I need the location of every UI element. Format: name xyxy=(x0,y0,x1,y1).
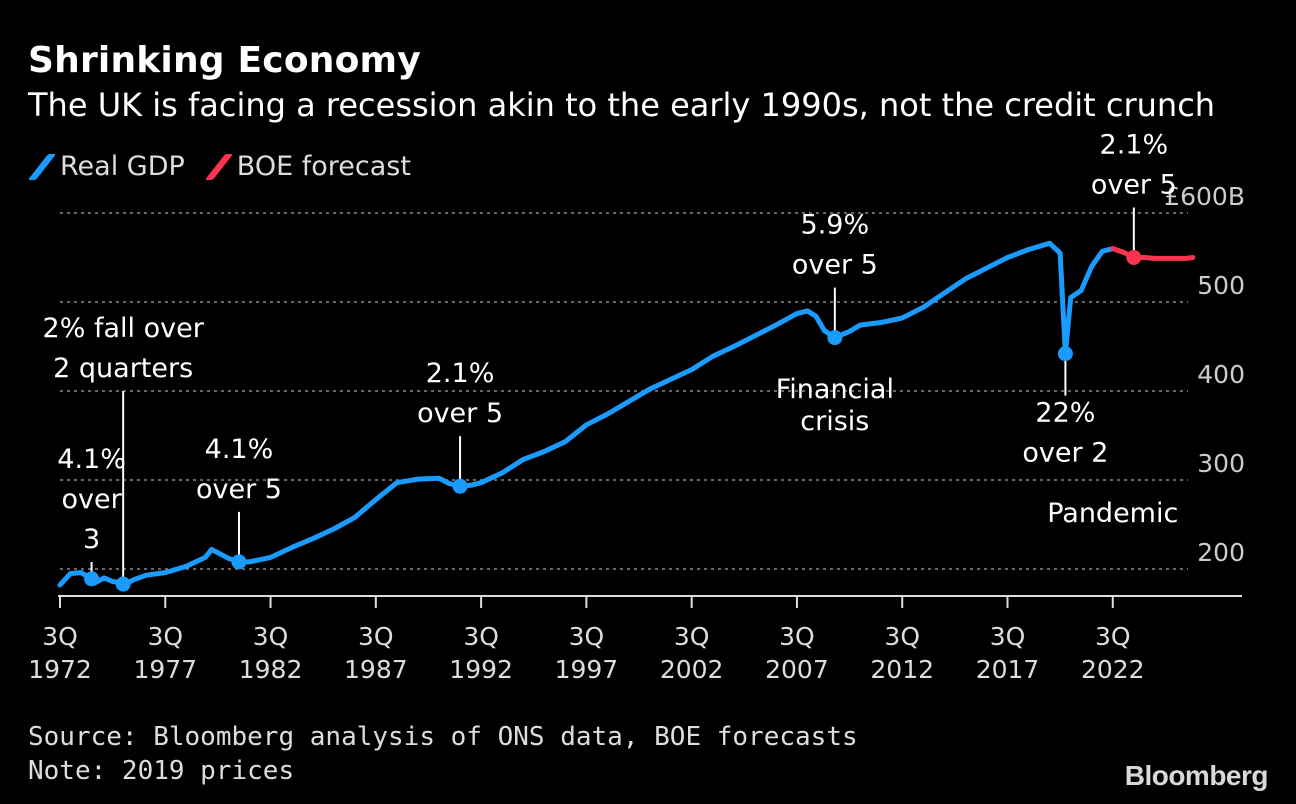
prices-note: Note: 2019 prices xyxy=(28,756,295,786)
x-tick-label: 1997 xyxy=(555,655,619,684)
marker-label: 2.1% xyxy=(426,358,495,389)
x-tick-label: 2012 xyxy=(870,655,934,684)
marker-label: over 5 xyxy=(417,398,503,429)
marker-label: over 5 xyxy=(1091,170,1177,201)
y-tick-label: 400 xyxy=(1197,360,1245,389)
x-tick-label: 3Q xyxy=(779,622,815,651)
x-tick-label: 3Q xyxy=(1095,622,1131,651)
marker-dot xyxy=(231,554,247,570)
x-tick-label: 3Q xyxy=(569,622,605,651)
marker-label: 3 xyxy=(83,524,100,555)
marker-label: 4.1% xyxy=(205,434,274,465)
marker-dot xyxy=(827,330,843,346)
series-line-boe-forecast xyxy=(1110,246,1196,261)
legend: Real GDP BOE forecast xyxy=(27,151,433,182)
marker-dot xyxy=(1057,346,1073,362)
x-tick-label: 1982 xyxy=(239,655,303,684)
y-tick-label: 200 xyxy=(1197,538,1245,567)
x-tick-label: 3Q xyxy=(884,622,920,651)
bloomberg-logo: Bloomberg xyxy=(1124,760,1269,791)
marker-label: over xyxy=(61,484,122,515)
marker-label: over 5 xyxy=(792,250,878,281)
annotation-text: crisis xyxy=(800,406,869,437)
x-tick-label: 2017 xyxy=(976,655,1040,684)
legend-item-boe-forecast: BOE forecast xyxy=(204,151,411,182)
x-tick-label: 3Q xyxy=(463,622,499,651)
marker-label: 5.9% xyxy=(801,210,870,241)
x-tick-label: 3Q xyxy=(674,622,710,651)
marker-label: 4.1% xyxy=(57,444,126,475)
chart-title: Shrinking Economy xyxy=(28,40,421,81)
x-tick-label: 2022 xyxy=(1081,655,1145,684)
x-tick-label: 3Q xyxy=(990,622,1026,651)
marker-label: over 2 xyxy=(1022,438,1108,469)
series-line-real-gdp xyxy=(57,240,1116,588)
legend-label-real-gdp: Real GDP xyxy=(60,151,185,182)
x-tick-label: 2002 xyxy=(660,655,724,684)
x-tick-label: 3Q xyxy=(358,622,394,651)
marker-label: 2.1% xyxy=(1100,130,1169,161)
x-tick-label: 1977 xyxy=(133,655,197,684)
event-markers: 4.1% over 3 2% fall over 2 quarters 4.1% over … xyxy=(43,130,1177,592)
x-tick-label: 3Q xyxy=(147,622,183,651)
marker-label: 2 quarters xyxy=(53,353,193,384)
x-axis: 3Q 1972 3Q 1977 3Q 1982 3Q 1987 3Q 1992 3Q 1997 3Q 20… xyxy=(28,595,1242,684)
series-lines xyxy=(57,240,1196,588)
y-tick-label: 500 xyxy=(1197,271,1245,300)
chart-subtitle: The UK is facing a recession akin to the… xyxy=(28,86,1216,124)
marker-dot xyxy=(84,571,100,587)
source-note: Source: Bloomberg analysis of ONS data, … xyxy=(28,722,858,752)
marker-dot xyxy=(452,478,468,494)
legend-item-real-gdp: Real GDP xyxy=(27,151,185,182)
gridlines: 200 300 400 500 £600B xyxy=(60,182,1245,570)
y-tick-label: £600B xyxy=(1164,182,1245,211)
marker-label: 22% xyxy=(1035,398,1095,429)
marker-label: over 5 xyxy=(196,474,282,505)
annotation-text: Pandemic xyxy=(1047,498,1178,529)
x-tick-label: 3Q xyxy=(253,622,289,651)
x-tick-label: 1972 xyxy=(28,655,92,684)
marker-dot xyxy=(115,576,131,592)
marker-label: 2% fall over xyxy=(43,313,205,344)
x-tick-label: 1987 xyxy=(344,655,408,684)
footer: Source: Bloomberg analysis of ONS data, … xyxy=(28,720,858,788)
legend-label-boe-forecast: BOE forecast xyxy=(236,151,411,182)
x-tick-label: 3Q xyxy=(42,622,78,651)
marker-dot xyxy=(1126,250,1142,265)
x-tick-label: 1992 xyxy=(449,655,513,684)
y-tick-label: 300 xyxy=(1197,449,1245,478)
annotation-text: Financial xyxy=(776,374,894,405)
x-tick-label: 2007 xyxy=(765,655,829,684)
